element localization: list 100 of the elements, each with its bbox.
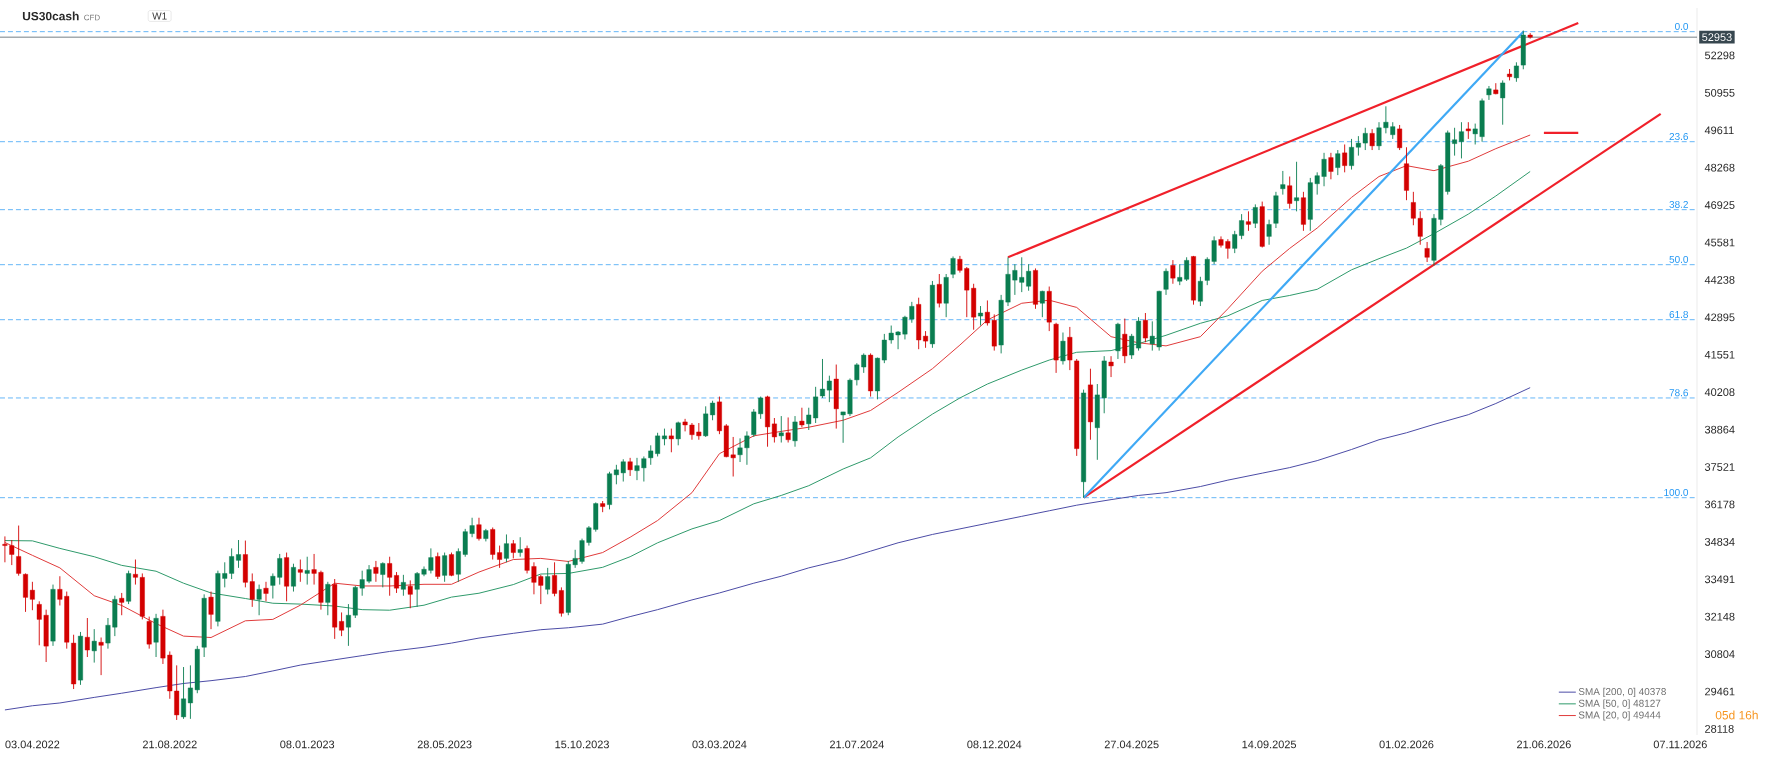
y-tick-label: 40208 (1704, 388, 1735, 397)
candlestick (552, 561, 557, 597)
y-tick-label: 38864 (1704, 425, 1735, 434)
candlestick (181, 666, 186, 720)
candlestick (1108, 355, 1114, 378)
candlestick (668, 428, 674, 453)
text: 05d 16h (1715, 710, 1758, 720)
candlestick (407, 579, 413, 609)
y-tick-label: 42895 (1704, 313, 1735, 322)
candlestick (792, 415, 798, 448)
y-tick-label: 45581 (1704, 238, 1735, 247)
y-tick-label: 34834 (1704, 537, 1735, 546)
candlestick (1459, 121, 1464, 159)
y-tick-label: 36178 (1704, 500, 1735, 509)
candlestick (373, 560, 379, 583)
y-tick-label: 33491 (1704, 575, 1735, 584)
y-tick-label: 41551 (1704, 350, 1735, 359)
candlestick (1335, 149, 1341, 176)
candlestick (504, 534, 509, 563)
x-tick-label: 21.08.2022 (142, 740, 197, 749)
candlestick (517, 536, 523, 558)
y-tick-label: 30804 (1704, 650, 1735, 658)
annotation: 100.0 (1664, 488, 1689, 496)
y-tick-label: 52298 (1704, 51, 1735, 60)
candlestick (291, 563, 296, 592)
candlestick (1294, 161, 1300, 212)
line-series (4, 387, 1531, 711)
legend-label: SMA [200, 0] 40378 (1578, 687, 1666, 698)
candlestick (1397, 124, 1403, 151)
y-tick-label: 49611 (1704, 126, 1734, 135)
candlestick (778, 415, 784, 443)
candlestick (510, 539, 516, 559)
candlestick (1328, 152, 1334, 180)
annotation: 38.2 (1669, 200, 1688, 208)
candlestick (98, 637, 104, 676)
y-tick-label: 50955 (1704, 88, 1735, 97)
candlestick (785, 417, 791, 443)
annotation: 78.6 (1669, 389, 1689, 397)
candlestick (146, 616, 152, 650)
candlestick (1369, 128, 1375, 151)
candlestick (297, 559, 303, 583)
y-tick-label: 46925 (1704, 201, 1735, 209)
annotation: 23.6 (1669, 132, 1689, 140)
candlestick (1266, 219, 1272, 246)
candlestick (435, 552, 441, 580)
candlestick (1060, 332, 1066, 365)
x-tick-label: 27.04.2025 (1104, 740, 1159, 749)
candlestick (16, 525, 22, 577)
x-tick-label: 28.05.2023 (417, 740, 472, 749)
legend-label: SMA [50, 0] 48127 (1578, 699, 1661, 709)
y-tick-label: 28118 (1705, 725, 1734, 733)
x-tick-label: 15.10.2023 (555, 740, 609, 749)
y-tick-label: 29461 (1705, 687, 1735, 696)
candlestick (476, 517, 482, 542)
x-tick-label: 21.07.2024 (829, 740, 884, 749)
candlestick (380, 561, 386, 588)
candlestick (84, 617, 90, 658)
x-tick-label: 03.03.2024 (692, 740, 747, 749)
x-tick-label: 08.01.2023 (280, 740, 335, 749)
annotation: 50.0 (1669, 255, 1689, 263)
candlestick (1170, 259, 1176, 285)
candlestick (256, 584, 262, 616)
candlestick (153, 613, 159, 658)
candlestick (1252, 203, 1258, 229)
candlestick (1163, 267, 1169, 296)
y-tick-label: 37521 (1704, 463, 1735, 471)
candlestick (1142, 312, 1148, 343)
candlestick (936, 273, 942, 308)
annotation: W1 (152, 12, 167, 20)
candlestick (1500, 79, 1506, 126)
candlestick (1465, 121, 1471, 140)
candlestick (1246, 210, 1251, 232)
candlestick (978, 305, 983, 326)
candlestick (1197, 276, 1203, 307)
x-tick-label: 03.04.2022 (5, 740, 60, 749)
candlestick (799, 407, 805, 428)
candlestick (1342, 144, 1348, 173)
candlestick (263, 581, 269, 602)
x-tick-label: 14.09.2025 (1242, 740, 1297, 749)
candlestick (400, 574, 406, 597)
x-tick-label: 08.12.2024 (967, 740, 1022, 749)
candlestick (325, 581, 331, 616)
candlestick (119, 592, 125, 616)
candlestick (91, 628, 97, 664)
candlestick (1039, 290, 1045, 318)
x-tick-label: 21.06.2026 (1517, 740, 1571, 749)
candlestick (627, 457, 633, 477)
y-tick-label: 32148 (1704, 612, 1735, 621)
candlestick (950, 256, 956, 279)
candlestick (442, 552, 448, 583)
x-tick-label: 01.02.2026 (1379, 740, 1434, 749)
y-tick-label: 48268 (1704, 163, 1735, 172)
candlestick (208, 591, 214, 630)
candlestick (1287, 176, 1293, 209)
candlestick (558, 586, 564, 618)
x-tick-label: 07.11.2026 (1653, 740, 1707, 749)
candlestick (1122, 318, 1128, 364)
candlestick (1424, 241, 1430, 263)
legend-label: SMA [20, 0] 49444 (1578, 711, 1661, 721)
annotation: 0.0 (1674, 22, 1689, 30)
